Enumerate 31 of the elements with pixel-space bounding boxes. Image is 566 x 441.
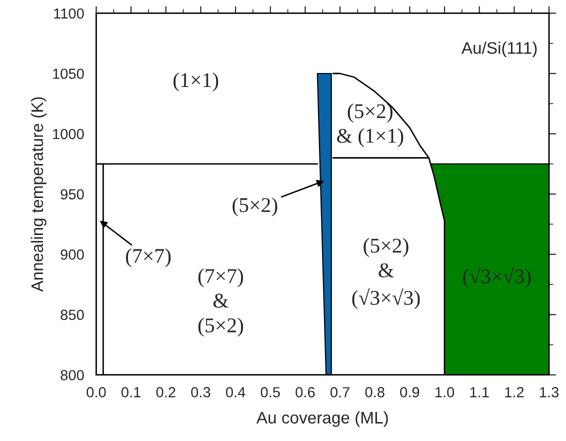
y-tick-label: 800 (60, 370, 84, 380)
x-tick-label: 0.9 (400, 387, 420, 398)
y-tick-label: 900 (60, 249, 84, 260)
annotation: (5×2) (232, 197, 278, 216)
x-tick-label: 0.5 (260, 387, 280, 398)
x-tick-label: 1.2 (505, 387, 524, 398)
annotation: (1×1) (174, 72, 218, 92)
y-tick-label: 1000 (53, 128, 84, 140)
x-tick-label: 0.6 (296, 387, 315, 398)
annotation: (5×2) & (√3×√3) (352, 238, 420, 310)
y-tick-label: 950 (60, 189, 84, 200)
x-tick-label: 0.2 (156, 387, 176, 398)
x-tick-label: 0.4 (226, 387, 246, 398)
annotation: (7×7) & (5×2) (198, 268, 244, 337)
x-tick-label: 0.7 (330, 387, 350, 398)
annotation: (7×7) (126, 248, 171, 268)
annotation: (√3×√3) (463, 266, 531, 288)
y-tick-label: 1100 (54, 8, 84, 19)
x-tick-label: 0.8 (365, 387, 384, 398)
y-axis-title: Annealing temperature (K) (30, 97, 46, 292)
x-tick-label: 1.1 (470, 387, 489, 398)
y-tick-label: 850 (60, 310, 84, 320)
x-tick-label: 1.0 (436, 387, 454, 398)
y-tick-label: 1050 (53, 68, 84, 79)
x-tick-label: 0.0 (86, 387, 106, 398)
x-tick-label: 0.3 (191, 387, 210, 398)
x-tick-label: 1.3 (540, 387, 559, 398)
annotation: (5×2) & (1×1) (337, 104, 404, 148)
x-tick-label: 0.1 (121, 387, 140, 398)
x-axis-title: Au coverage (ML) (256, 411, 388, 427)
annotation: Au/Si(111) (461, 42, 537, 58)
